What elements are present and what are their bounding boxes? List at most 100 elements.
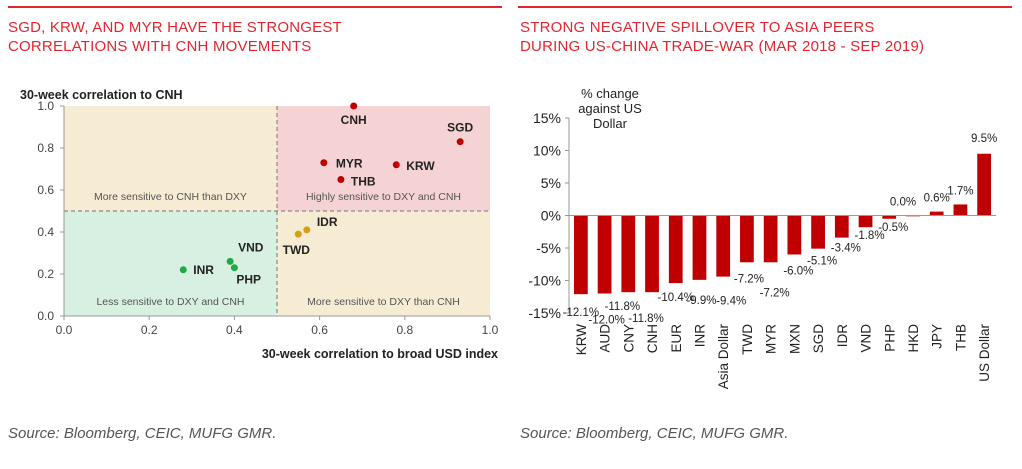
- bar-idr: [834, 215, 849, 238]
- bar-y-tick-label: -10%: [528, 273, 561, 289]
- scatter-point-label-cnh: CNH: [341, 113, 367, 127]
- x-tick-label: 0.0: [56, 323, 73, 337]
- y-tick-label: 1.0: [37, 99, 54, 113]
- scatter-y-axis-label: 30-week correlation to CNH: [20, 88, 183, 102]
- bar-category-label: US Dollar: [977, 323, 992, 381]
- y-tick-label: 0.0: [37, 309, 54, 323]
- right-panel: STRONG NEGATIVE SPILLOVER TO ASIA PEERS …: [512, 0, 1022, 469]
- bar-y-tick-label: -5%: [536, 240, 561, 256]
- left-panel: SGD, KRW, AND MYR HAVE THE STRONGEST COR…: [0, 0, 508, 469]
- scatter-point-myr: [320, 159, 328, 167]
- scatter-point-inr: [179, 266, 187, 274]
- bar-y-axis-label-line: against US: [578, 101, 642, 116]
- scatter-point-cnh: [350, 102, 358, 110]
- x-tick-label: 0.2: [141, 323, 158, 337]
- bar-value-label: -0.5%: [878, 222, 908, 234]
- bar-category-label: MYR: [764, 324, 779, 354]
- bar-value-label: 0.6%: [924, 193, 950, 205]
- bar-category-label: Asia Dollar: [716, 324, 731, 390]
- x-tick-label: 0.6: [311, 323, 328, 337]
- bar-category-label: MXN: [787, 324, 802, 354]
- bar-category-label: VND: [859, 324, 874, 353]
- right-title-line-2: DURING US-CHINA TRADE-WAR (MAR 2018 - SE…: [520, 38, 925, 55]
- scatter-point-label-sgd: SGD: [447, 121, 473, 135]
- bar-myr: [763, 215, 778, 263]
- y-tick-label: 0.2: [37, 267, 54, 281]
- bar-us-dollar: [977, 153, 992, 216]
- right-top-rule: [518, 6, 1012, 8]
- scatter-point-label-php: PHP: [236, 273, 261, 287]
- bar-value-label: -5.1%: [807, 256, 837, 268]
- bar-aud: [597, 215, 612, 294]
- left-title-line-2: CORRELATIONS WITH CNH MOVEMENTS: [8, 38, 312, 55]
- scatter-point-label-myr: MYR: [336, 157, 363, 171]
- bar-vnd: [858, 215, 873, 228]
- scatter-point-label-vnd: VND: [238, 240, 264, 254]
- bar-cny: [621, 215, 636, 293]
- right-source-note: Source: Bloomberg, CEIC, MUFG GMR.: [520, 425, 789, 442]
- bar-value-label: -3.4%: [831, 243, 861, 255]
- bar-mxn: [787, 215, 802, 255]
- bar-eur: [668, 215, 683, 284]
- bar-y-axis-label-line: Dollar: [593, 116, 628, 131]
- bar-y-tick-label: -15%: [528, 305, 561, 321]
- x-tick-label: 0.8: [396, 323, 413, 337]
- scatter-point-label-twd: TWD: [283, 243, 311, 257]
- bar-category-label: CNH: [645, 324, 660, 353]
- bar-value-label: -11.8%: [628, 313, 664, 325]
- bar-category-label: AUD: [598, 324, 613, 353]
- bar-value-label: -10.4%: [658, 292, 694, 304]
- bar-y-tick-label: 15%: [533, 110, 561, 126]
- quadrant-label-bottom-left: Less sensitive to DXY and CNH: [96, 296, 244, 308]
- bar-jpy: [929, 211, 944, 216]
- scatter-x-axis-label: 30-week correlation to broad USD index: [262, 347, 498, 361]
- bar-value-label: -7.2%: [760, 287, 790, 299]
- scatter-point-idr: [303, 226, 311, 234]
- scatter-point-label-idr: IDR: [317, 215, 338, 229]
- scatter-point-label-krw: KRW: [406, 159, 435, 173]
- scatter-point-label-thb: THB: [351, 175, 376, 189]
- quadrant-top-right: [277, 106, 490, 211]
- y-tick-label: 0.6: [37, 183, 54, 197]
- bar-thb: [953, 204, 968, 216]
- quadrant-bottom-right: [277, 211, 490, 316]
- left-top-rule: [8, 6, 502, 8]
- quadrant-label-bottom-right: More sensitive to DXY than CNH: [307, 296, 460, 308]
- left-title-line-1: SGD, KRW, AND MYR HAVE THE STRONGEST: [8, 19, 342, 36]
- quadrant-label-top-left: More sensitive to CNH than DXY: [94, 191, 247, 203]
- left-source-note: Source: Bloomberg, CEIC, MUFG GMR.: [8, 425, 277, 442]
- bar-category-label: CNY: [621, 324, 636, 353]
- bar-twd: [740, 215, 754, 263]
- quadrant-top-left: [64, 106, 277, 211]
- left-panel-title: SGD, KRW, AND MYR HAVE THE STRONGEST COR…: [8, 18, 498, 56]
- scatter-point-vnd: [226, 257, 234, 265]
- bar-y-tick-label: 0%: [541, 208, 561, 224]
- bar-value-label: -12.0%: [588, 315, 624, 327]
- bar-category-label: IDR: [835, 324, 850, 348]
- scatter-point-thb: [337, 176, 345, 183]
- bar-value-label: -12.1%: [563, 307, 599, 319]
- bar-krw: [573, 215, 588, 295]
- bar-value-label: -9.9%: [686, 295, 716, 307]
- bar-php: [882, 215, 897, 219]
- y-tick-label: 0.4: [37, 225, 54, 239]
- bar-sgd: [811, 215, 825, 249]
- bar-value-label: 9.5%: [971, 133, 997, 145]
- bar-asia-dollar: [716, 215, 731, 277]
- bar-category-label: PHP: [882, 324, 897, 352]
- quadrant-bottom-left: [64, 211, 277, 316]
- scatter-point-sgd: [456, 138, 464, 146]
- x-tick-label: 1.0: [482, 323, 499, 337]
- bar-inr: [692, 215, 707, 280]
- bar-value-label: 0.0%: [890, 197, 916, 209]
- bar-value-label: -11.8%: [605, 301, 641, 313]
- bar-category-label: JPY: [930, 324, 945, 349]
- bar-category-label: THB: [953, 324, 968, 351]
- bar-category-label: HKD: [906, 324, 921, 353]
- bar-value-label: -9.4%: [716, 296, 746, 308]
- scatter-point-twd: [294, 230, 302, 238]
- bar-value-label: -6.0%: [783, 266, 813, 278]
- bar-category-label: INR: [692, 324, 707, 348]
- right-title-line-1: STRONG NEGATIVE SPILLOVER TO ASIA PEERS: [520, 19, 875, 36]
